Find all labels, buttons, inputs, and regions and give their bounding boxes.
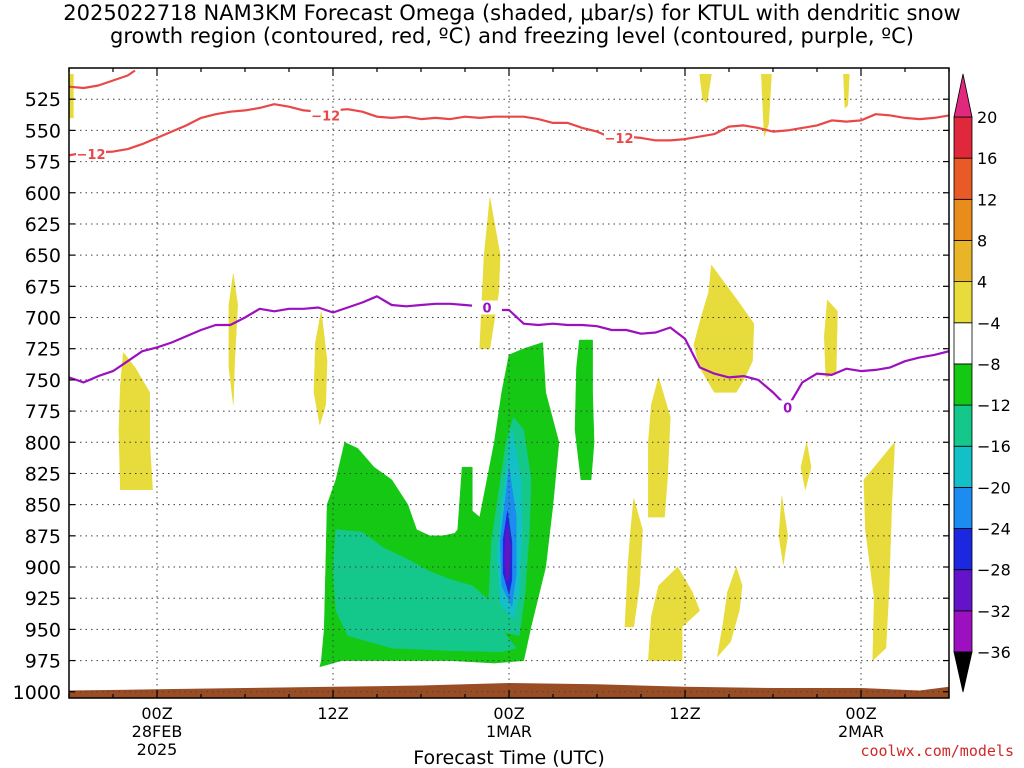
y-tick-label: 775 xyxy=(25,401,61,423)
colorbar-extend-top xyxy=(953,73,973,118)
chart-title-line-1: 2025022718 NAM3KM Forecast Omega (shaded… xyxy=(63,1,961,25)
y-tick-label: 850 xyxy=(25,495,61,517)
omega-region-8 xyxy=(693,264,755,393)
x-tick-label: 00Z xyxy=(493,704,524,723)
omega-region-6 xyxy=(648,376,671,518)
colorbar-label: −36 xyxy=(977,643,1011,662)
y-tick-label: 725 xyxy=(25,339,61,361)
y-tick-label: 825 xyxy=(25,463,61,485)
y-tick-label: 700 xyxy=(25,308,61,330)
colorbar-swatch xyxy=(953,157,973,200)
colorbar-swatch xyxy=(953,281,973,324)
x-axis-label: Forecast Time (UTC) xyxy=(413,747,604,768)
colorbar-swatch xyxy=(953,198,973,241)
y-tick-label: 750 xyxy=(25,370,61,392)
y-tick-label: 650 xyxy=(25,245,61,267)
x-tick-label: 1MAR xyxy=(486,722,532,741)
contour-lines: −12 −12 −12 0 0 xyxy=(69,69,949,416)
y-tick-label: 950 xyxy=(25,619,61,641)
credit-text: coolwx.com/models xyxy=(860,742,1014,760)
contour-label-bg xyxy=(310,108,341,123)
x-tick-label: 12Z xyxy=(317,704,348,723)
colorbar-label: 16 xyxy=(977,149,997,168)
colorbar-swatch xyxy=(953,363,973,406)
x-tick-label: 28FEB xyxy=(132,722,183,741)
contour-label: 0 xyxy=(783,401,792,416)
colorbar-label: −4 xyxy=(977,314,1001,333)
colorbar-label: −16 xyxy=(977,437,1011,456)
y-tick-label: 575 xyxy=(25,152,61,174)
omega-region-15 xyxy=(699,73,712,104)
colorbar-label: 20 xyxy=(977,108,997,127)
colorbar-swatch xyxy=(953,116,973,159)
colorbar-label: −12 xyxy=(977,396,1011,415)
contour-label-bg xyxy=(772,400,803,415)
omega-region-9 xyxy=(716,566,743,658)
colorbar-label: 12 xyxy=(977,190,997,209)
omega-region-10 xyxy=(778,495,788,565)
y-tick-label: 875 xyxy=(25,526,61,548)
omega-shading xyxy=(69,73,895,668)
contour-line-0 xyxy=(69,103,949,157)
colorbar-swatch xyxy=(953,445,973,488)
colorbar-extend-bottom xyxy=(953,651,973,693)
contour-label-bg xyxy=(76,147,106,162)
y-tick-label: 550 xyxy=(25,120,61,142)
colorbar: 20 16 12 8 4 −4 −8 −12 −16 −20 −24 −28 −32 −36 xyxy=(953,73,1011,693)
contour-line-2 xyxy=(69,295,949,409)
colorbar-swatch xyxy=(953,528,973,571)
omega-region-13 xyxy=(863,441,895,662)
chart-title: 2025022718 NAM3KM Forecast Omega (shaded… xyxy=(0,2,1024,48)
x-tick-label: 2MAR xyxy=(838,722,884,741)
contour-line-1 xyxy=(69,69,136,90)
colorbar-swatch xyxy=(953,322,973,365)
colorbar-swatch xyxy=(953,486,973,529)
y-tick-label: 800 xyxy=(25,432,61,454)
contour-label: −12 xyxy=(605,132,634,147)
chart-title-line-2: growth region (contoured, red, ºC) and f… xyxy=(110,24,914,48)
omega-region-12 xyxy=(824,299,838,378)
omega-region-14 xyxy=(761,73,772,137)
x-tick-label: 00Z xyxy=(845,704,876,723)
colorbar-swatch xyxy=(953,610,973,653)
colorbar-label: −28 xyxy=(977,561,1011,580)
y-tick-label: 625 xyxy=(25,214,61,236)
x-tick-label: 2025 xyxy=(137,740,178,759)
omega-region-1 xyxy=(118,351,153,490)
colorbar-swatch xyxy=(953,569,973,612)
y-tick-label: 675 xyxy=(25,276,61,298)
contour-label-bg xyxy=(472,300,502,315)
contour-label: 0 xyxy=(482,302,491,317)
colorbar-label: 4 xyxy=(977,273,987,292)
omega-region-18 xyxy=(574,339,595,480)
colorbar-label: −24 xyxy=(977,520,1011,539)
colorbar-label: 8 xyxy=(977,231,987,250)
omega-region-2 xyxy=(228,273,238,405)
omega-region-3 xyxy=(313,311,328,425)
x-tick-label: 12Z xyxy=(669,704,700,723)
contour-label: −12 xyxy=(77,148,106,163)
contour-label-bg xyxy=(604,130,634,145)
contour-label: −12 xyxy=(311,109,340,124)
y-tick-label: 1000 xyxy=(13,682,61,704)
y-tick-label: 925 xyxy=(25,588,61,610)
x-tick-label: 00Z xyxy=(141,704,172,723)
omega-region-7 xyxy=(648,566,700,661)
colorbar-swatch xyxy=(953,240,973,283)
omega-region-11 xyxy=(800,442,812,490)
y-tick-label: 975 xyxy=(25,651,61,673)
colorbar-label: −32 xyxy=(977,602,1011,621)
colorbar-label: −20 xyxy=(977,478,1011,497)
colorbar-swatch xyxy=(953,404,973,447)
y-axis: 525 550 575 600 625 650 675 700 725 750 775 800 825 8… xyxy=(13,89,949,704)
omega-region-0 xyxy=(69,73,74,119)
y-tick-label: 525 xyxy=(25,89,61,111)
y-tick-label: 900 xyxy=(25,557,61,579)
colorbar-label: −8 xyxy=(977,355,1001,374)
y-tick-label: 600 xyxy=(25,183,61,205)
